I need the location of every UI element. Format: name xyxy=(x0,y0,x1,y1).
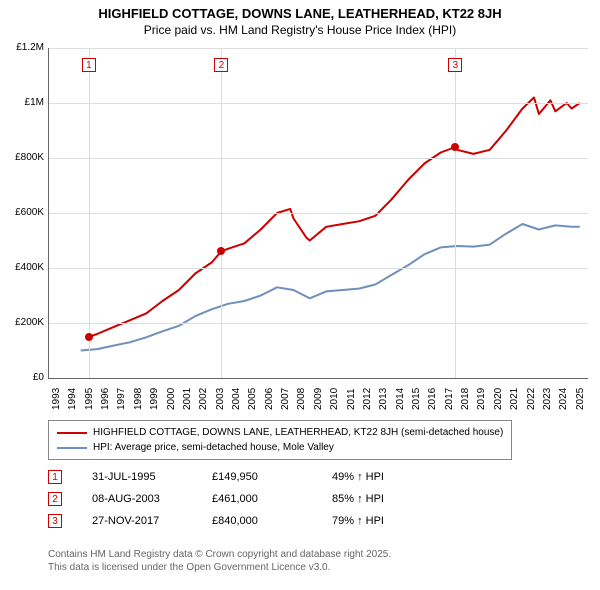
footer-attribution: Contains HM Land Registry data © Crown c… xyxy=(48,548,391,574)
sale-marker-box: 2 xyxy=(214,58,228,72)
sales-row-marker: 3 xyxy=(48,514,62,528)
x-tick-label: 2017 xyxy=(444,388,455,410)
x-tick-label: 2019 xyxy=(476,388,487,410)
x-tick-label: 2006 xyxy=(264,388,275,410)
x-tick-label: 2011 xyxy=(346,388,357,410)
sales-row-date: 27-NOV-2017 xyxy=(92,515,212,527)
x-tick-label: 2003 xyxy=(215,388,226,410)
sales-row-pct: 85% ↑ HPI xyxy=(332,493,452,505)
y-tick-label: £1M xyxy=(4,97,44,108)
sales-row-price: £149,950 xyxy=(212,471,332,483)
sales-row-price: £461,000 xyxy=(212,493,332,505)
axis-x xyxy=(48,378,588,379)
x-tick-label: 2022 xyxy=(526,388,537,410)
x-tick-label: 2016 xyxy=(427,388,438,410)
sale-marker-box: 3 xyxy=(448,58,462,72)
x-tick-label: 2024 xyxy=(558,388,569,410)
x-tick-label: 2005 xyxy=(247,388,258,410)
gridline-y xyxy=(48,268,588,269)
footer-line1: Contains HM Land Registry data © Crown c… xyxy=(48,548,391,561)
x-tick-label: 2021 xyxy=(509,388,520,410)
sale-ref-line xyxy=(455,48,456,378)
gridline-y xyxy=(48,213,588,214)
x-tick-label: 2007 xyxy=(280,388,291,410)
axis-y xyxy=(48,48,49,378)
gridline-y xyxy=(48,48,588,49)
legend: HIGHFIELD COTTAGE, DOWNS LANE, LEATHERHE… xyxy=(48,420,512,460)
sales-row-date: 31-JUL-1995 xyxy=(92,471,212,483)
y-tick-label: £400K xyxy=(4,262,44,273)
gridline-y xyxy=(48,103,588,104)
sale-ref-line xyxy=(89,48,90,378)
sales-table-row: 2 08-AUG-2003£461,00085% ↑ HPI xyxy=(48,488,452,510)
x-tick-label: 1993 xyxy=(51,388,62,410)
legend-item: HIGHFIELD COTTAGE, DOWNS LANE, LEATHERHE… xyxy=(57,425,503,440)
sales-row-marker: 1 xyxy=(48,470,62,484)
series-line xyxy=(81,224,580,351)
y-tick-label: £200K xyxy=(4,317,44,328)
x-tick-label: 2013 xyxy=(378,388,389,410)
legend-label: HIGHFIELD COTTAGE, DOWNS LANE, LEATHERHE… xyxy=(93,425,503,440)
sales-row-date: 08-AUG-2003 xyxy=(92,493,212,505)
x-tick-label: 2018 xyxy=(460,388,471,410)
sales-table: 1 31-JUL-1995£149,95049% ↑ HPI 2 08-AUG-200… xyxy=(48,466,452,532)
legend-swatch xyxy=(57,432,87,434)
x-tick-label: 2010 xyxy=(329,388,340,410)
y-tick-label: £1.2M xyxy=(4,42,44,53)
x-tick-label: 2001 xyxy=(182,388,193,410)
sales-row-pct: 79% ↑ HPI xyxy=(332,515,452,527)
x-tick-label: 1997 xyxy=(116,388,127,410)
x-tick-label: 1995 xyxy=(84,388,95,410)
series-line xyxy=(89,98,580,337)
x-tick-label: 1999 xyxy=(149,388,160,410)
x-tick-label: 2020 xyxy=(493,388,504,410)
x-tick-label: 2009 xyxy=(313,388,324,410)
sale-dot xyxy=(85,333,93,341)
sales-table-row: 1 31-JUL-1995£149,95049% ↑ HPI xyxy=(48,466,452,488)
x-tick-label: 2025 xyxy=(575,388,586,410)
x-tick-label: 2015 xyxy=(411,388,422,410)
x-tick-label: 2023 xyxy=(542,388,553,410)
sale-ref-line xyxy=(221,48,222,378)
chart-title: HIGHFIELD COTTAGE, DOWNS LANE, LEATHERHE… xyxy=(0,0,600,21)
gridline-y xyxy=(48,323,588,324)
sales-row-price: £840,000 xyxy=(212,515,332,527)
chart-container: HIGHFIELD COTTAGE, DOWNS LANE, LEATHERHE… xyxy=(0,0,600,590)
x-tick-label: 2012 xyxy=(362,388,373,410)
x-tick-label: 2002 xyxy=(198,388,209,410)
y-tick-label: £0 xyxy=(4,372,44,383)
sales-row-pct: 49% ↑ HPI xyxy=(332,471,452,483)
x-tick-label: 2008 xyxy=(296,388,307,410)
legend-label: HPI: Average price, semi-detached house,… xyxy=(93,440,334,455)
chart-subtitle: Price paid vs. HM Land Registry's House … xyxy=(0,21,600,37)
x-tick-label: 1996 xyxy=(100,388,111,410)
sales-table-row: 3 27-NOV-2017£840,00079% ↑ HPI xyxy=(48,510,452,532)
legend-item: HPI: Average price, semi-detached house,… xyxy=(57,440,503,455)
sale-marker-box: 1 xyxy=(82,58,96,72)
y-tick-label: £600K xyxy=(4,207,44,218)
y-tick-label: £800K xyxy=(4,152,44,163)
x-tick-label: 2014 xyxy=(395,388,406,410)
footer-line2: This data is licensed under the Open Gov… xyxy=(48,561,391,574)
x-tick-label: 2004 xyxy=(231,388,242,410)
gridline-y xyxy=(48,158,588,159)
x-tick-label: 2000 xyxy=(166,388,177,410)
sales-row-marker: 2 xyxy=(48,492,62,506)
legend-swatch xyxy=(57,447,87,449)
x-tick-label: 1998 xyxy=(133,388,144,410)
x-tick-label: 1994 xyxy=(67,388,78,410)
